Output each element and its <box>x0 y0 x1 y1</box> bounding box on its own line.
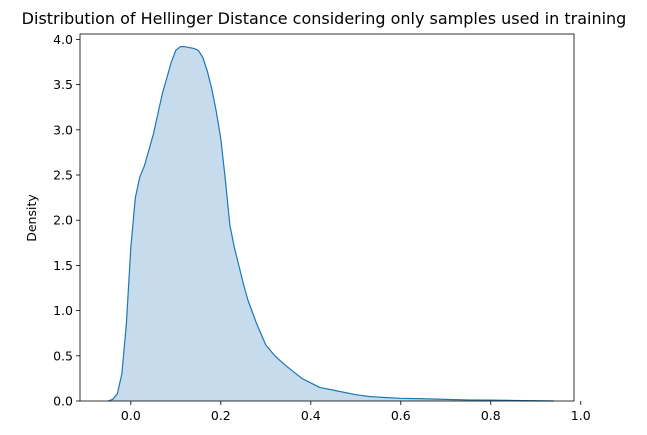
y-tick-label: 2.0 <box>53 213 73 228</box>
x-tick-label: 0.8 <box>481 408 501 423</box>
y-tick-label: 4.0 <box>53 32 73 47</box>
x-tick-label: 0.4 <box>301 408 321 423</box>
density-area-fill <box>108 46 554 401</box>
y-tick-label: 3.0 <box>53 122 73 137</box>
x-tick-label: 0.2 <box>211 408 231 423</box>
y-tick-label: 2.5 <box>53 168 73 183</box>
x-tick-label: 1.0 <box>571 408 591 423</box>
x-tick-label: 0.0 <box>121 408 141 423</box>
plot-area <box>108 46 554 402</box>
y-tick-label: 3.5 <box>53 77 73 92</box>
y-tick-label: 0.0 <box>53 394 73 409</box>
chart-title: Distribution of Hellinger Distance consi… <box>22 9 627 28</box>
y-tick-label: 1.0 <box>53 303 73 318</box>
plot-frame <box>79 33 575 402</box>
y-tick-label: 0.5 <box>53 348 73 363</box>
x-axis: 0.0 0.2 0.4 0.6 0.8 1.0 <box>121 401 591 423</box>
density-line <box>108 46 554 402</box>
y-tick-label: 1.5 <box>53 258 73 273</box>
y-axis: 0.0 0.5 1.0 1.5 2.0 2.5 3.0 3.5 4.0 <box>53 32 80 409</box>
x-tick-label: 0.6 <box>391 408 411 423</box>
y-axis-label: Density <box>24 194 39 242</box>
